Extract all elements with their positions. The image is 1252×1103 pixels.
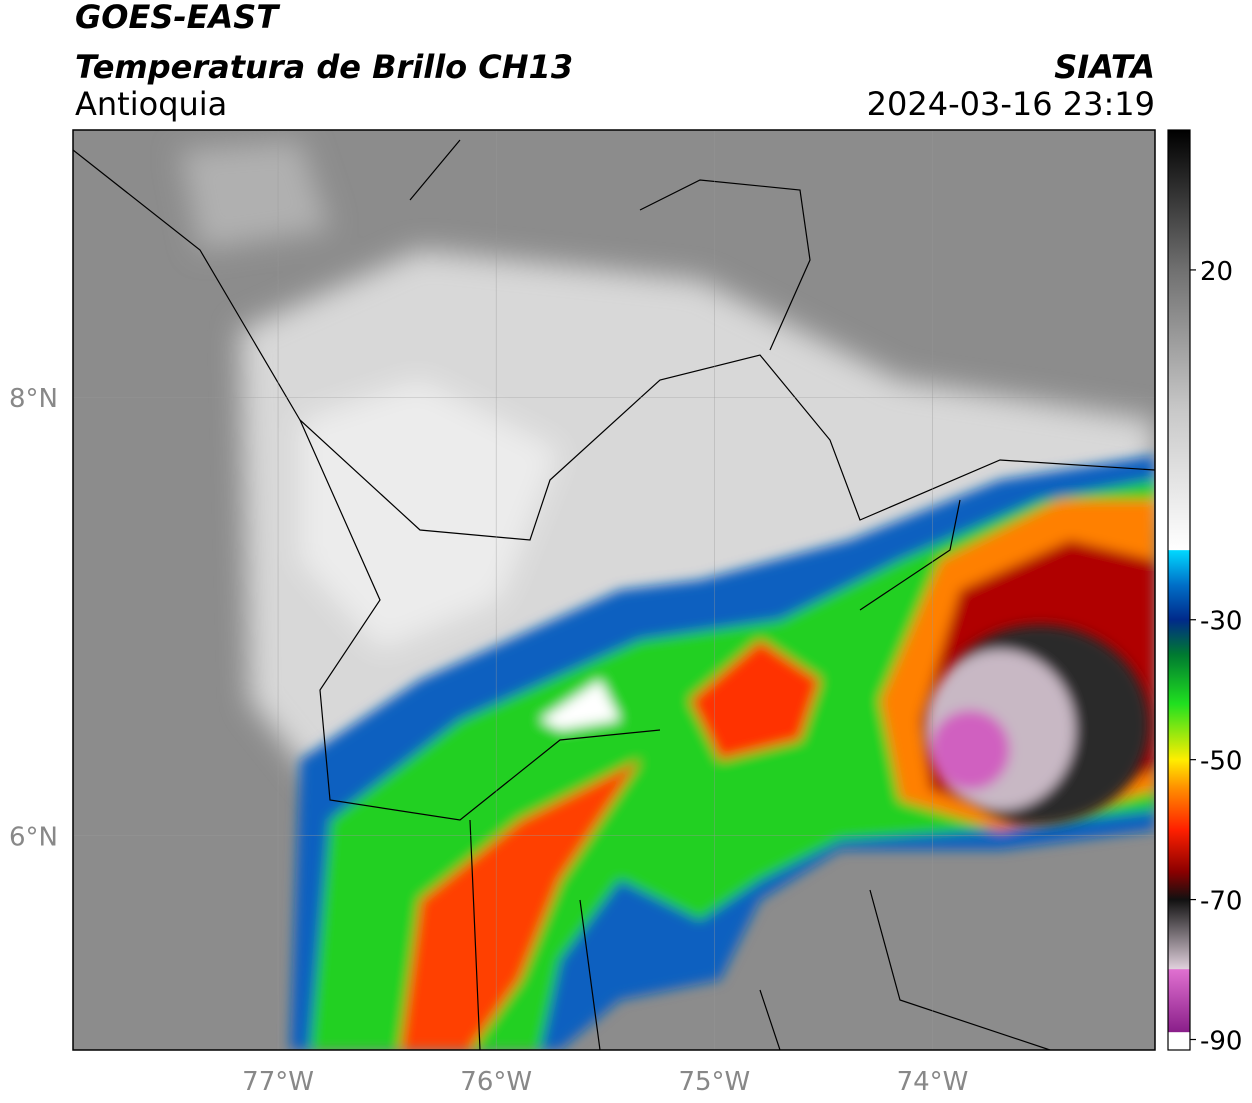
x-tick-label: 74°W — [897, 1067, 969, 1097]
satellite-image — [73, 130, 1155, 1050]
datetime: 2024-03-16 23:19 — [867, 85, 1155, 123]
title: GOES-EAST — [75, 0, 280, 36]
x-tick-label: 76°W — [460, 1067, 532, 1097]
x-tick-label: 77°W — [242, 1067, 314, 1097]
colorbar-tick-label: 20 — [1200, 257, 1233, 287]
region: Antioquia — [75, 85, 227, 123]
y-tick-label: 6°N — [9, 822, 58, 852]
x-tick-label: 75°W — [678, 1067, 750, 1097]
map-frame — [72, 129, 1156, 1051]
y-tick-label: 8°N — [9, 384, 58, 414]
colorbar-tick-label: -90 — [1200, 1027, 1242, 1057]
source: SIATA — [1054, 48, 1155, 86]
grid — [73, 130, 1155, 1050]
colorbar-tick-label: -50 — [1200, 747, 1242, 777]
borders — [73, 139, 1155, 1050]
colorbar-tick-label: -30 — [1200, 607, 1242, 637]
colorbar-tick-label: -70 — [1200, 887, 1242, 917]
cloud-top — [925, 625, 1150, 825]
colorbar — [1167, 129, 1191, 1051]
subtitle: Temperatura de Brillo CH13 — [75, 48, 573, 86]
